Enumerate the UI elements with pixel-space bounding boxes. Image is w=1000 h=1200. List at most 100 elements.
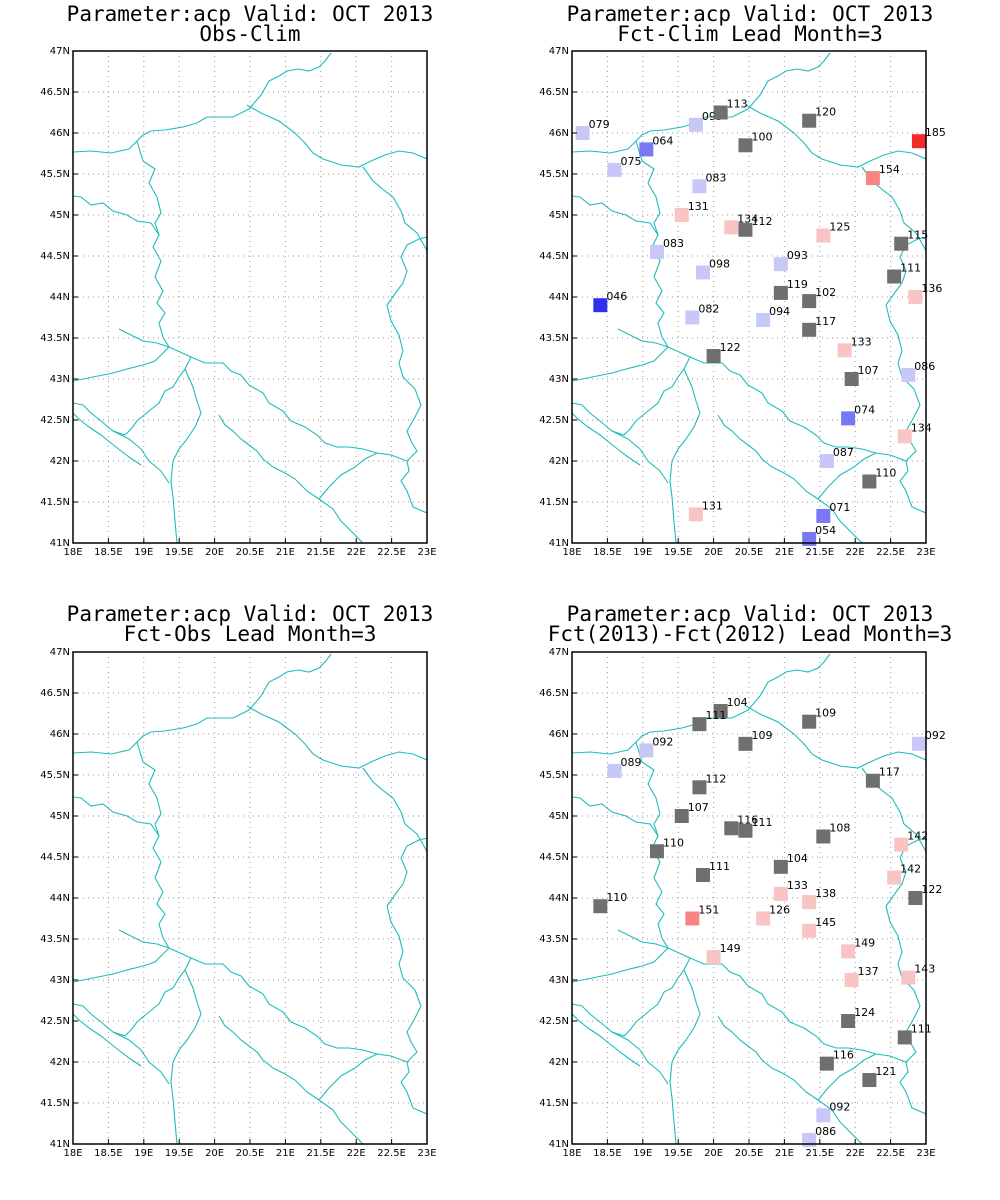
station-marker xyxy=(897,429,912,444)
station-value-label: 094 xyxy=(769,305,790,318)
station-value-label: 104 xyxy=(787,852,808,865)
station-value-label: 112 xyxy=(705,772,726,785)
lon-tick-label: 23E xyxy=(916,547,935,558)
lon-tick-label: 20.5E xyxy=(735,547,764,558)
station-value-label: 111 xyxy=(900,262,921,275)
lon-tick-label: 18E xyxy=(562,547,581,558)
lon-tick-label: 19.5E xyxy=(165,1148,194,1159)
station-value-label: 145 xyxy=(815,916,836,929)
panel-fct-obs: 18E 18.5E 19E 19.5E 20E 20.5E 21E 21.5E 22E 22.5E… xyxy=(40,647,436,1159)
station-marker xyxy=(802,923,817,938)
lat-tick-label: 44N xyxy=(50,893,70,904)
lat-tick-label: 43N xyxy=(50,374,70,385)
station-marker xyxy=(688,117,703,132)
station-marker xyxy=(607,763,622,778)
panel-obs-clim: 18E 18.5E 19E 19.5E 20E 20.5E 21E 21.5E 22E 22.5E… xyxy=(40,46,436,558)
station-value-label: 087 xyxy=(833,446,854,459)
station-marker xyxy=(695,868,710,883)
station-marker xyxy=(706,950,721,965)
lat-tick-label: 41N xyxy=(50,1139,70,1150)
lat-tick-label: 45.5N xyxy=(539,770,569,781)
lon-tick-label: 23E xyxy=(417,547,436,558)
station-marker xyxy=(837,343,852,358)
lat-tick-label: 46.5N xyxy=(40,87,70,98)
lon-tick-label: 23E xyxy=(417,1148,436,1159)
station-value-label: 117 xyxy=(815,315,836,328)
station-value-label: 074 xyxy=(854,403,875,416)
lon-tick-label: 18E xyxy=(63,1148,82,1159)
station-marker xyxy=(844,372,859,386)
lat-tick-label: 43.5N xyxy=(539,934,569,945)
station-value-label: 075 xyxy=(620,155,641,168)
lat-tick-label: 44.5N xyxy=(539,852,569,863)
station-value-label: 136 xyxy=(921,282,942,295)
station-value-label: 115 xyxy=(907,229,928,242)
station-value-label: 092 xyxy=(652,735,673,748)
station-value-label: 116 xyxy=(833,1049,854,1062)
lon-tick-label: 22.5E xyxy=(377,547,406,558)
station-value-label: 093 xyxy=(787,249,808,262)
station-marker xyxy=(692,717,707,732)
lat-tick-label: 42N xyxy=(549,1057,569,1068)
station-marker xyxy=(901,970,916,985)
lon-tick-label: 21E xyxy=(276,1148,295,1159)
lon-tick-label: 18.5E xyxy=(94,1148,123,1159)
lon-tick-label: 22E xyxy=(347,547,366,558)
station-value-label: 104 xyxy=(727,696,748,709)
station-value-label: 109 xyxy=(815,707,836,720)
lat-tick-label: 41.5N xyxy=(40,1098,70,1109)
station-marker xyxy=(685,911,700,926)
lat-tick-label: 43N xyxy=(549,374,569,385)
station-value-label: 102 xyxy=(815,286,836,299)
station-marker xyxy=(908,290,923,304)
station-marker xyxy=(706,349,721,364)
lon-tick-label: 20E xyxy=(205,547,224,558)
station-value-label: 151 xyxy=(698,904,719,917)
lat-tick-label: 46N xyxy=(549,128,569,139)
station-marker xyxy=(692,780,707,795)
station-value-label: 143 xyxy=(914,963,935,976)
panel-title-line1-top-right: Parameter:acp Valid: OCT 2013 xyxy=(567,2,934,26)
station-value-label: 122 xyxy=(720,341,741,354)
lat-tick-label: 42N xyxy=(549,456,569,467)
station-marker xyxy=(738,138,753,153)
station-value-label: 086 xyxy=(914,360,935,373)
station-value-label: 098 xyxy=(709,257,730,270)
station-marker xyxy=(897,1030,912,1045)
station-value-label: 113 xyxy=(727,98,748,111)
lon-tick-label: 19E xyxy=(633,1148,652,1159)
lat-tick-label: 46N xyxy=(549,729,569,740)
station-value-label: 107 xyxy=(858,364,879,377)
station-marker xyxy=(685,310,700,325)
gridlines xyxy=(73,652,427,1144)
station-value-label: 092 xyxy=(925,729,946,742)
station-marker xyxy=(911,736,926,751)
lon-tick-label: 21.5E xyxy=(806,547,835,558)
lon-tick-label: 23E xyxy=(916,1148,935,1159)
station-marker xyxy=(908,891,923,905)
lat-tick-label: 41N xyxy=(50,538,70,549)
station-value-label: 149 xyxy=(720,942,741,955)
station-marker xyxy=(688,507,703,522)
station-marker xyxy=(802,113,817,128)
station-marker xyxy=(887,870,902,885)
lon-tick-label: 20.5E xyxy=(236,1148,265,1159)
lat-tick-label: 45.5N xyxy=(40,770,70,781)
lon-tick-label: 21E xyxy=(775,547,794,558)
station-marker xyxy=(901,367,916,382)
station-value-label: 121 xyxy=(875,1065,896,1078)
lat-tick-label: 45.5N xyxy=(539,169,569,180)
station-value-label: 054 xyxy=(815,524,836,537)
station-marker xyxy=(862,1073,877,1088)
station-marker xyxy=(802,294,817,309)
gridlines xyxy=(572,51,926,543)
station-value-label: 125 xyxy=(829,221,850,234)
station-marker xyxy=(816,508,831,523)
station-marker xyxy=(593,298,608,313)
station-value-label: 107 xyxy=(688,801,709,814)
station-marker xyxy=(674,208,689,222)
station-marker xyxy=(841,944,856,959)
station-value-label: 117 xyxy=(879,766,900,779)
panel-title-line1-top-left: Parameter:acp Valid: OCT 2013 xyxy=(67,2,434,26)
